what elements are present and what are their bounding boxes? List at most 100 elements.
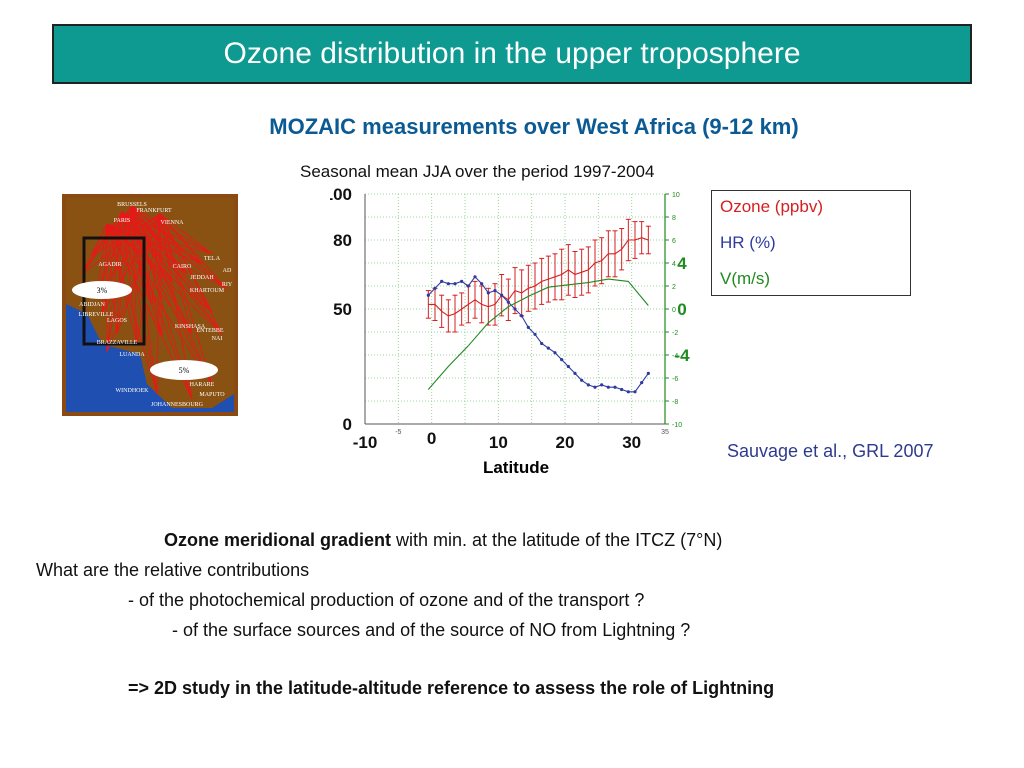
flight-route-line xyxy=(159,213,203,265)
body-line-1-bold: Ozone meridional gradient xyxy=(164,530,392,550)
map-city-label: TEL A xyxy=(204,256,221,262)
slide-title: Ozone distribution in the upper troposph… xyxy=(223,37,801,70)
map-city-label: HARARE xyxy=(190,382,215,388)
hr-point xyxy=(486,291,490,295)
hr-series-line xyxy=(427,275,649,393)
map-city-label: BRUSSELS xyxy=(117,202,147,208)
y-right-small-tick-label: -6 xyxy=(672,376,678,383)
hr-point xyxy=(640,381,644,385)
flight-route-line xyxy=(106,223,213,385)
hr-point xyxy=(580,378,584,382)
hr-point xyxy=(633,390,637,394)
y-left-tick-label: 80 xyxy=(333,231,352,250)
flight-route-line xyxy=(106,223,173,283)
map-city-label: AGADIR xyxy=(98,262,121,268)
hr-point xyxy=(433,286,437,290)
y-right-small-tick-label: -2 xyxy=(672,330,678,337)
x-tick-label: -10 xyxy=(353,433,378,452)
y-right-tick-label: 0 xyxy=(677,300,686,319)
hr-point xyxy=(586,383,590,387)
flight-route-line xyxy=(159,213,228,290)
seasonal-label: Seasonal mean JJA over the period 1997-2… xyxy=(300,162,655,181)
hr-point xyxy=(566,364,570,369)
reference-citation: Sauvage et al., GRL 2007 xyxy=(727,441,934,461)
body-line-3: - of the photochemical production of ozo… xyxy=(128,590,645,610)
flight-route-line xyxy=(159,213,188,275)
flight-route-line xyxy=(81,213,161,275)
x-tick-label: 30 xyxy=(622,433,641,452)
hr-point xyxy=(426,293,430,297)
hr-point xyxy=(620,387,624,392)
chart-series xyxy=(425,218,651,394)
map-city-label: FRANKFURT xyxy=(136,208,172,214)
map-city-label: AD xyxy=(223,268,232,274)
y-right-small-tick-label: 2 xyxy=(672,284,676,291)
flight-route-line xyxy=(106,223,118,335)
y-right-tick-label: 4 xyxy=(677,254,687,273)
body-line-1-rest: with min. at the latitude of the ITCZ (7… xyxy=(391,530,723,550)
hr-point xyxy=(466,284,470,288)
map-city-label: WINDHOEK xyxy=(116,388,150,394)
map-city-label: LIBREVILLE xyxy=(79,312,114,318)
y-left-tick-label: 0 xyxy=(343,415,352,434)
hr-point xyxy=(513,307,517,311)
flight-route-line xyxy=(106,223,228,290)
hr-point xyxy=(520,314,524,318)
map-city-label: NAI xyxy=(212,336,223,342)
map-city-label: LUANDA xyxy=(119,352,145,358)
flight-route-line xyxy=(116,205,133,335)
chart-ticks: 1086420-2-4-6-8-1040-405080100-100102030… xyxy=(330,186,690,452)
flight-route-line xyxy=(159,213,223,335)
y-right-small-tick-label: 6 xyxy=(672,238,676,245)
flight-route-line xyxy=(131,205,138,345)
hr-point xyxy=(533,332,537,336)
map-landmass xyxy=(66,198,234,408)
hr-point xyxy=(613,385,617,389)
y-right-small-tick-label: 8 xyxy=(672,215,676,222)
legend-hr: HR (%) xyxy=(720,233,776,252)
flight-route-line xyxy=(131,205,163,337)
flight-route-line xyxy=(106,223,213,255)
hr-point xyxy=(493,289,497,293)
x-small-tick-label: -5 xyxy=(395,429,401,436)
body-line-2: What are the relative contributions xyxy=(36,560,310,580)
map-city-label: PARIS xyxy=(114,218,130,224)
flight-route-line xyxy=(121,211,228,290)
x-tick-label: 20 xyxy=(556,433,575,452)
flight-route-line xyxy=(136,213,161,345)
ozone-series-line xyxy=(428,237,649,317)
y-right-small-tick-label: 0 xyxy=(672,307,676,314)
legend-ozone: Ozone (ppbv) xyxy=(720,197,823,216)
y-right-small-tick-label: -8 xyxy=(672,399,678,406)
map-city-label: LAGOS xyxy=(107,318,127,324)
v-series-line xyxy=(427,278,649,390)
y-right-small-tick-label: 4 xyxy=(672,261,676,268)
flight-route-line xyxy=(131,205,213,385)
hr-point xyxy=(506,300,510,304)
flight-route-line xyxy=(106,223,193,335)
map-city-label: MAPUTO xyxy=(199,392,225,398)
map-city-label: CAIRO xyxy=(173,264,192,270)
flight-route-line xyxy=(121,211,213,255)
hr-point xyxy=(446,282,450,286)
hr-point xyxy=(593,385,597,389)
map-city-label: KINSHASA xyxy=(175,324,206,330)
x-axis-label: Latitude xyxy=(483,458,549,477)
map-city-label: VIENNA xyxy=(161,220,185,226)
flight-route-line xyxy=(106,223,223,335)
flight-route-line xyxy=(159,213,193,335)
flight-route-line xyxy=(159,213,213,255)
map-label-ellipse-5 xyxy=(150,360,218,380)
slide-title-box: Ozone distribution in the upper troposph… xyxy=(52,24,972,84)
map-city-label: BRAZZAVILLE xyxy=(97,340,138,346)
hr-point xyxy=(440,279,444,283)
map-city-label: JOHANNESBOURG xyxy=(151,402,204,408)
hr-point xyxy=(646,371,650,375)
map-city-label: KHARTOUM xyxy=(190,288,225,294)
flight-route-line xyxy=(121,211,223,335)
body-line-1: Ozone meridional gradient with min. at t… xyxy=(164,530,722,551)
hr-point xyxy=(546,346,550,350)
map-label-5: 5% xyxy=(179,366,190,375)
flight-route-line xyxy=(131,205,203,265)
